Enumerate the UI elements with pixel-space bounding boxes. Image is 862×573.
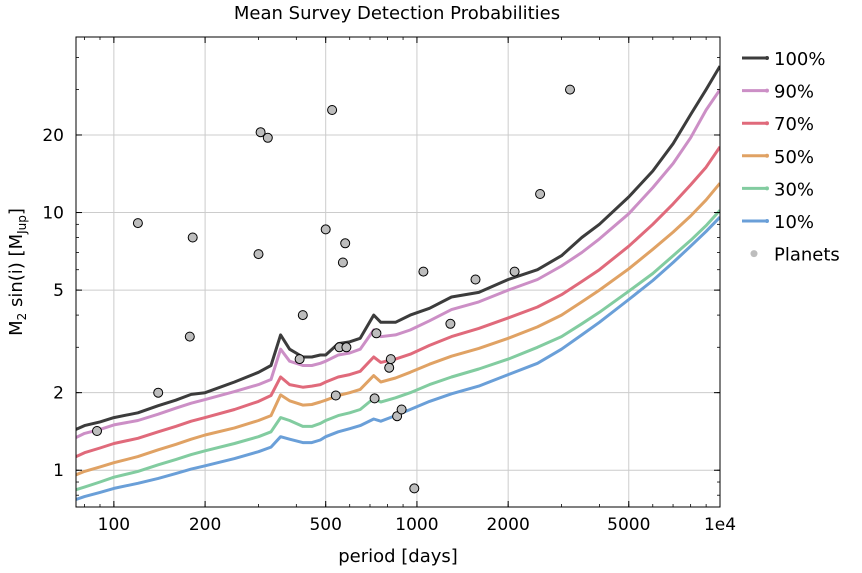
planet-point	[445, 318, 456, 329]
legend-label: 70%	[774, 114, 814, 135]
legend-swatch-dot	[765, 219, 769, 223]
legend-swatch-dot	[765, 88, 769, 93]
legend: 100% 90% 70% 50% 30% 10% Planets	[742, 49, 840, 266]
planet-point	[340, 238, 351, 249]
planet-point	[470, 274, 481, 285]
y-tick-label: 2	[53, 384, 64, 404]
legend-swatch-dot	[765, 186, 769, 191]
planet-point	[132, 218, 143, 229]
axis-ticks: 100 200 500 1000 2000 5000 1e4 1 2 5 10 20	[42, 37, 736, 535]
planet-point	[153, 387, 164, 398]
planet-point	[341, 342, 352, 353]
planet-points	[92, 84, 575, 494]
series-lines	[76, 65, 720, 501]
planet-point	[369, 393, 380, 404]
legend-label: 90%	[774, 82, 814, 103]
planet-point	[396, 404, 407, 415]
planet-point	[262, 132, 273, 143]
planet-point	[337, 257, 348, 268]
planet-point	[184, 331, 195, 342]
planet-point	[509, 266, 520, 277]
planet-point	[385, 354, 396, 365]
planet-point	[253, 249, 264, 260]
y-tick-label: 5	[53, 281, 64, 301]
y-axis-label: M2 sin(i) [MJup]	[6, 208, 29, 336]
series-line-100pct	[76, 65, 720, 431]
planet-point	[371, 328, 382, 339]
x-tick-label: 5000	[607, 515, 650, 535]
x-tick-label: 500	[309, 515, 341, 535]
planet-point	[418, 266, 429, 277]
chart-title: Mean Survey Detection Probabilities	[234, 3, 560, 24]
y-tick-label: 1	[53, 461, 64, 481]
planet-point	[565, 84, 575, 95]
x-axis-label: period [days]	[338, 546, 458, 567]
plot-frame	[75, 36, 721, 508]
legend-swatch-dot	[765, 56, 769, 60]
legend-swatch-dot	[765, 121, 769, 126]
series-line-70pct	[76, 145, 720, 458]
legend-planet-marker	[750, 250, 758, 258]
y-tick-label: 10	[42, 204, 64, 224]
x-tick-label: 2000	[487, 515, 530, 535]
planet-point	[187, 232, 198, 243]
legend-swatch-dot	[765, 153, 769, 158]
planet-point	[297, 310, 308, 321]
series-line-50pct	[76, 182, 720, 477]
legend-label: 100%	[774, 49, 825, 70]
x-tick-label: 1000	[395, 515, 438, 535]
planet-point	[320, 224, 331, 235]
legend-label: 50%	[774, 147, 814, 168]
x-tick-label: 200	[189, 515, 221, 535]
y-tick-label: 20	[42, 126, 64, 146]
planet-point	[255, 127, 266, 138]
series-line-10pct	[76, 216, 720, 501]
x-tick-label: 1e4	[704, 515, 736, 535]
planet-point	[327, 105, 338, 115]
planet-point	[330, 390, 341, 401]
legend-label: 30%	[774, 179, 814, 200]
planet-point	[92, 426, 102, 436]
series-line-90pct	[76, 88, 720, 439]
planet-point	[409, 483, 420, 494]
planet-point	[294, 354, 305, 365]
planet-point	[384, 362, 395, 373]
legend-label-planets: Planets	[774, 245, 840, 266]
series-line-30pct	[76, 209, 720, 492]
legend-label: 10%	[774, 212, 814, 233]
x-tick-label: 100	[98, 515, 130, 535]
planet-point	[535, 189, 546, 199]
